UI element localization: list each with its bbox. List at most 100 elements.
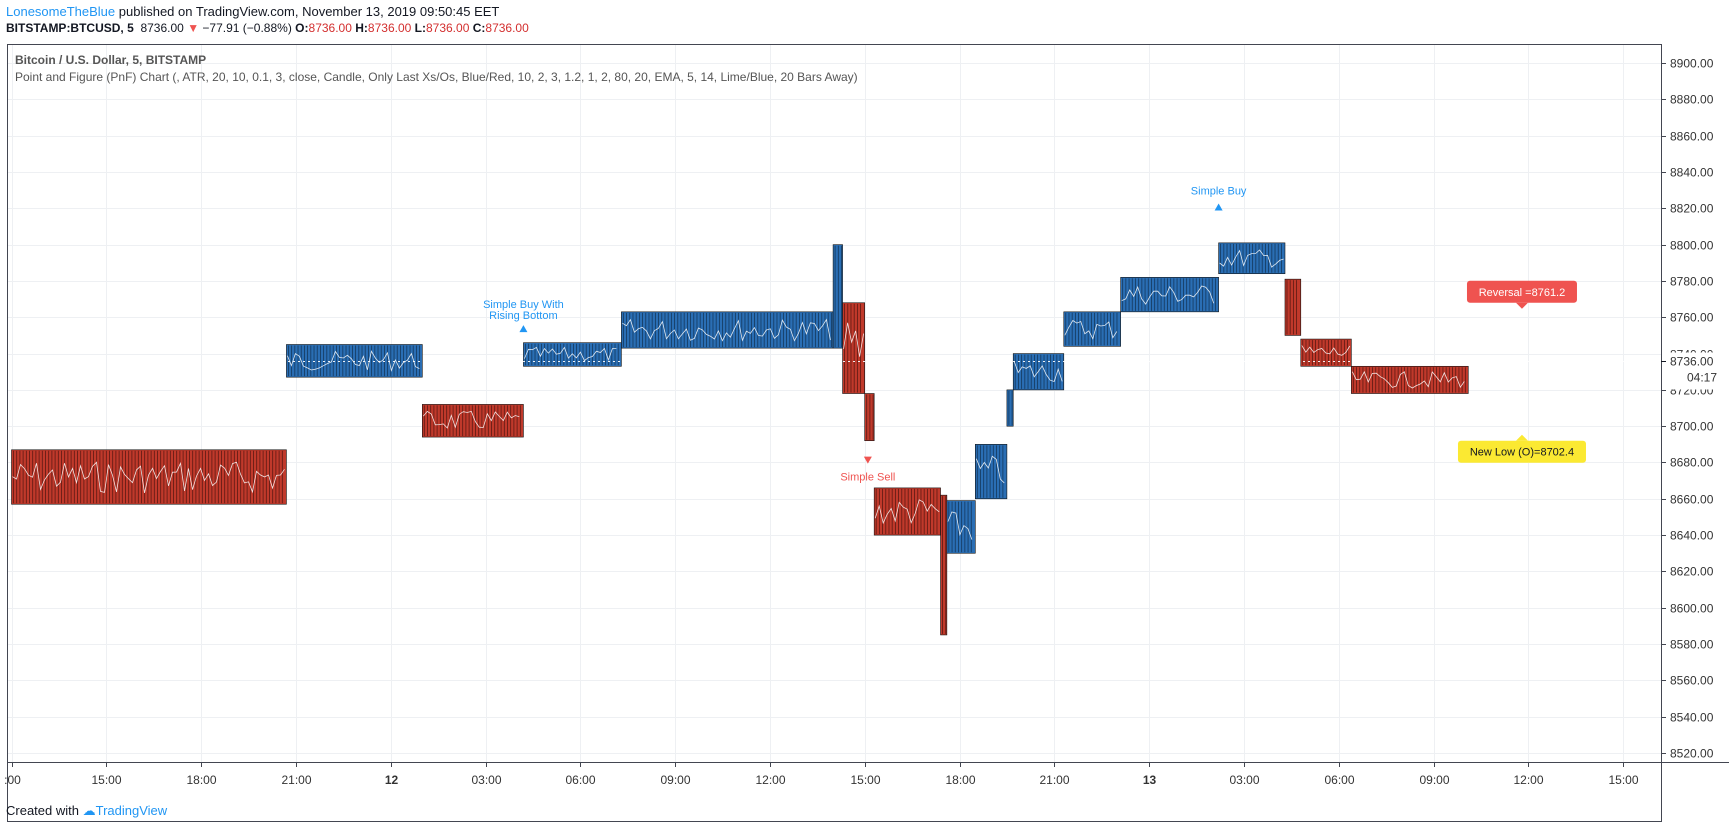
close-line	[524, 346, 617, 362]
signal-label: Simple Sell	[840, 472, 895, 484]
y-tick-label: 8760.00	[1670, 311, 1714, 325]
close-line	[1219, 249, 1284, 268]
high-label: H:	[355, 21, 368, 35]
close-line	[1013, 361, 1063, 383]
x-tick-label: 15:00	[850, 773, 880, 787]
close-line	[1351, 370, 1465, 389]
pnf-column-down	[421, 404, 524, 438]
down-triangle-icon: ▼	[187, 21, 200, 35]
reversal-label-pointer	[1515, 302, 1528, 309]
signal-label-line2: Rising Bottom	[489, 310, 557, 322]
y-tick-label: 8800.00	[1670, 239, 1714, 253]
pnf-column-down	[940, 494, 948, 636]
open-label: O:	[295, 21, 309, 35]
created-with-text: Created with	[6, 803, 79, 818]
y-tick-label: 8600.00	[1670, 602, 1714, 616]
pnf-column-up	[286, 344, 423, 378]
y-tick-label: 8520.00	[1670, 747, 1714, 761]
x-tick-label: 15:00	[1608, 773, 1638, 787]
y-tick-label: 8580.00	[1670, 638, 1714, 652]
signal-label: Simple Buy With	[483, 299, 564, 311]
sell-signal-arrow-icon	[863, 456, 872, 464]
new-low-label: New Low (O)=8702.4	[1470, 447, 1574, 459]
ohlc-line: BITSTAMP:BTCUSD, 5 8736.00 ▼ −77.91 (−0.…	[6, 21, 529, 35]
price-axis[interactable]: 8520.00 8540.00 8560.00 8580.00 8600.00 8620.…	[1661, 57, 1728, 761]
pnf-column-up	[946, 500, 976, 554]
x-tick-label: 06:00	[1324, 773, 1354, 787]
high-value: 8736.00	[367, 21, 412, 35]
x-tick-label: 21:00	[281, 773, 311, 787]
open-value: 8736.00	[308, 21, 352, 35]
close-line	[1301, 345, 1351, 356]
close-line	[975, 455, 1005, 484]
close-line	[622, 318, 831, 342]
close-line	[422, 410, 520, 429]
new-low-label-pointer	[1515, 434, 1528, 441]
tradingview-logo-icon[interactable]: ☁	[82, 803, 96, 818]
pnf-column-up	[832, 244, 843, 349]
x-tick-label: 21:00	[1039, 773, 1069, 787]
pnf-column-up	[621, 311, 834, 349]
price-labels: Reversal =8761.2 New Low (O)=8702.4	[8, 280, 1661, 463]
x-tick-label: 15:00	[91, 773, 121, 787]
x-tick-label: 09:00	[1419, 773, 1449, 787]
y-tick-label: 8620.00	[1670, 565, 1714, 579]
pnf-column-down	[873, 487, 941, 536]
signal-label: Simple Buy	[1191, 186, 1247, 198]
y-tick-label: 8820.00	[1670, 202, 1714, 216]
time-axis[interactable]: :00 15:00 18:00 21:00 12 03:00 06:00 09:00 12:00…	[4, 762, 1639, 787]
bar-countdown: 04:17	[1687, 371, 1717, 385]
tradingview-brand[interactable]: TradingView	[95, 803, 168, 818]
x-tick-label: 13	[1143, 773, 1157, 787]
y-tick-label: 8660.00	[1670, 493, 1714, 507]
new-low-label-box	[1457, 440, 1586, 463]
close-label: C:	[472, 21, 486, 35]
x-tick-label: 18:00	[186, 773, 216, 787]
close-line	[1064, 319, 1118, 340]
legend-title: Bitcoin / U.S. Dollar, 5, BITSTAMP	[15, 53, 206, 67]
buy-signal-arrow-icon	[1214, 203, 1223, 211]
symbol-label: BITSTAMP:BTCUSD, 5	[6, 21, 134, 35]
close-line	[874, 499, 940, 525]
y-tick-label: 8700.00	[1670, 420, 1714, 434]
pnf-column-down	[1351, 365, 1469, 394]
y-tick-label: 8560.00	[1670, 674, 1714, 688]
published-line: LonesomeTheBlue published on TradingView…	[6, 4, 499, 19]
reversal-label: Reversal =8761.2	[1479, 287, 1566, 299]
x-tick-label: 03:00	[1229, 773, 1259, 787]
pnf-column-down	[11, 449, 287, 505]
close-line	[843, 322, 864, 357]
close-line	[1121, 285, 1215, 305]
x-tick-label: :00	[4, 773, 21, 787]
pnf-column-up	[1063, 311, 1121, 347]
y-tick-label: 8840.00	[1670, 166, 1714, 180]
y-tick-label: 8640.00	[1670, 529, 1714, 543]
grid	[8, 45, 1661, 762]
last-price-box	[1662, 352, 1728, 390]
reversal-label-box	[1466, 280, 1577, 303]
close-line	[947, 511, 973, 540]
y-tick-label: 8540.00	[1670, 711, 1714, 725]
pnf-column-down	[864, 393, 875, 442]
x-tick-label: 12:00	[755, 773, 785, 787]
y-tick-label: 8680.00	[1670, 456, 1714, 470]
close-line	[12, 461, 285, 494]
last-price-label: 8736.00	[1670, 355, 1714, 369]
y-tick-label: 8900.00	[1670, 57, 1714, 71]
footer: Created with ☁TradingView	[6, 803, 167, 819]
pnf-columns	[11, 242, 1469, 636]
pnf-column-up	[974, 444, 1008, 500]
x-tick-label: 06:00	[565, 773, 595, 787]
y-tick-label: 8860.00	[1670, 130, 1714, 144]
buy-signal-arrow-icon	[519, 325, 528, 333]
low-value: 8736.00	[425, 21, 470, 35]
author-link[interactable]: LonesomeTheBlue	[6, 4, 116, 19]
y-tick-label: 8780.00	[1670, 275, 1714, 289]
x-tick-label: 09:00	[660, 773, 690, 787]
price-change: −77.91 (−0.88%)	[202, 21, 292, 35]
close-value: 8736.00	[485, 21, 529, 35]
pnf-column-up	[1218, 242, 1286, 275]
pnf-column-up	[1006, 389, 1014, 427]
